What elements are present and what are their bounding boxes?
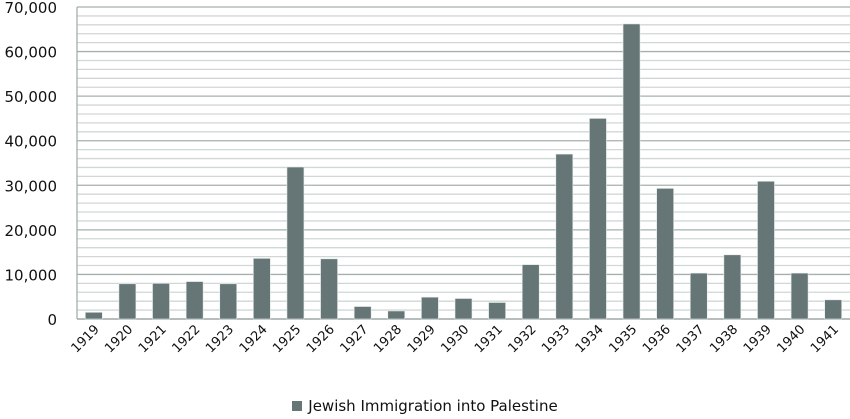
legend: Jewish Immigration into Palestine bbox=[0, 397, 850, 415]
x-tick-label: 1940 bbox=[774, 322, 808, 356]
bar-1929 bbox=[421, 296, 439, 320]
x-tick-label: 1941 bbox=[808, 322, 842, 356]
x-tick-label: 1922 bbox=[169, 322, 203, 356]
bar-1935 bbox=[622, 23, 641, 320]
x-tick-label: 1925 bbox=[270, 322, 304, 356]
y-tick-label: 10,000 bbox=[5, 266, 58, 284]
bar-1925 bbox=[286, 166, 305, 320]
bar-1931 bbox=[488, 302, 506, 320]
bar-1922 bbox=[185, 281, 204, 320]
x-tick-label: 1931 bbox=[472, 322, 506, 356]
y-tick-label: 50,000 bbox=[5, 88, 58, 106]
y-tick-label: 0 bbox=[47, 311, 57, 329]
x-tick-label: 1919 bbox=[69, 322, 103, 356]
bar-1932 bbox=[521, 264, 540, 320]
bar-1920 bbox=[118, 283, 137, 320]
x-tick-label: 1929 bbox=[405, 322, 439, 356]
bar-1933 bbox=[555, 153, 574, 320]
x-tick-label: 1938 bbox=[707, 322, 741, 356]
x-tick-label: 1924 bbox=[237, 322, 271, 356]
x-tick-label: 1923 bbox=[203, 322, 237, 356]
x-tick-label: 1920 bbox=[102, 322, 136, 356]
y-tick-label: 60,000 bbox=[5, 44, 58, 62]
x-tick-label: 1934 bbox=[573, 322, 607, 356]
bar-1923 bbox=[219, 283, 238, 320]
y-tick-label: 70,000 bbox=[5, 0, 58, 17]
bar-1940 bbox=[790, 272, 809, 320]
legend-swatch bbox=[292, 401, 303, 411]
x-tick-label: 1936 bbox=[640, 322, 674, 356]
x-axis-ticks: 1919 1920 1921 1922 1923 1924 1925 1926 1927 1928… bbox=[69, 322, 842, 356]
x-tick-label: 1927 bbox=[337, 322, 371, 356]
legend-label: Jewish Immigration into Palestine bbox=[308, 397, 558, 415]
bar-1941 bbox=[824, 299, 842, 320]
x-tick-label: 1921 bbox=[136, 322, 170, 356]
bar-1930 bbox=[454, 298, 473, 320]
x-tick-label: 1932 bbox=[506, 322, 540, 356]
y-tick-label: 40,000 bbox=[5, 133, 58, 151]
gridlines bbox=[76, 6, 850, 320]
x-tick-label: 1937 bbox=[674, 322, 708, 356]
bar-1934 bbox=[589, 118, 607, 320]
bar-1927 bbox=[353, 306, 372, 320]
bar-1924 bbox=[253, 258, 271, 320]
x-tick-label: 1928 bbox=[371, 322, 405, 356]
bar-1937 bbox=[689, 272, 708, 320]
bar-1926 bbox=[320, 258, 338, 320]
bar-1919 bbox=[85, 312, 103, 320]
y-tick-label: 20,000 bbox=[5, 222, 58, 240]
bar-1939 bbox=[757, 180, 775, 320]
x-tick-label: 1935 bbox=[606, 322, 640, 356]
y-tick-label: 30,000 bbox=[5, 177, 58, 195]
x-tick-label: 1926 bbox=[304, 322, 338, 356]
x-tick-label: 1930 bbox=[438, 322, 472, 356]
x-tick-label: 1933 bbox=[539, 322, 573, 356]
bar-1928 bbox=[387, 310, 406, 320]
bar-1936 bbox=[656, 188, 674, 320]
bar-1938 bbox=[723, 254, 742, 320]
bar-1921 bbox=[152, 283, 170, 320]
bars bbox=[85, 23, 842, 320]
y-axis-ticks: 0 10,000 20,000 30,000 40,000 50,000 60,000 70,… bbox=[5, 0, 58, 329]
x-tick-label: 1939 bbox=[741, 322, 775, 356]
